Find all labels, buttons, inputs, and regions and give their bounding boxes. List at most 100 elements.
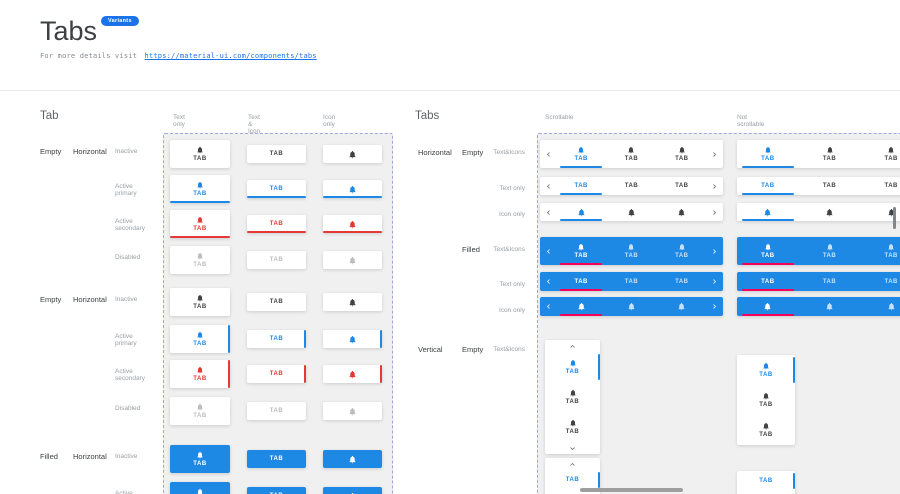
- bell-icon: [627, 243, 635, 251]
- tab-item[interactable]: [799, 203, 861, 221]
- tab-component[interactable]: TAB: [170, 246, 230, 274]
- tab-item[interactable]: TAB: [799, 140, 861, 168]
- tab-component[interactable]: TAB: [170, 360, 230, 388]
- chevron-up-icon[interactable]: [565, 460, 581, 469]
- tab-component[interactable]: TAB: [247, 365, 306, 383]
- scroll-right-button[interactable]: [707, 203, 723, 221]
- scroll-left-button[interactable]: [540, 237, 556, 265]
- scroll-left-button[interactable]: [540, 203, 556, 221]
- tab-item[interactable]: [799, 297, 861, 316]
- scroll-right-button[interactable]: [707, 177, 723, 195]
- tab-item[interactable]: TAB: [737, 237, 799, 265]
- scroll-up-button[interactable]: [545, 458, 600, 470]
- tab-component[interactable]: TAB: [170, 325, 230, 353]
- tab-item[interactable]: TAB: [556, 140, 606, 168]
- chevron-down-icon[interactable]: [565, 444, 581, 453]
- tab-component[interactable]: TAB: [247, 450, 306, 468]
- scroll-left-button[interactable]: [540, 177, 556, 195]
- tab-item[interactable]: TAB: [860, 140, 900, 168]
- tab-component[interactable]: TAB: [247, 180, 306, 198]
- tab-item[interactable]: TAB: [657, 177, 707, 195]
- tab-item[interactable]: TAB: [737, 355, 795, 385]
- tab-item[interactable]: TAB: [737, 385, 795, 415]
- tab-component[interactable]: [323, 402, 382, 420]
- chevron-up-icon[interactable]: [565, 342, 581, 351]
- tab-item[interactable]: [606, 297, 656, 316]
- docs-link[interactable]: https://material-ui.com/components/tabs: [144, 52, 317, 60]
- tab-component[interactable]: [323, 251, 382, 269]
- tab-item[interactable]: [657, 203, 707, 221]
- tab-item[interactable]: TAB: [799, 272, 861, 291]
- tab-label: TAB: [822, 278, 837, 285]
- scroll-down-button[interactable]: [545, 442, 600, 454]
- tab-component[interactable]: [323, 450, 382, 468]
- scroll-left-button[interactable]: [540, 272, 556, 291]
- tab-item[interactable]: TAB: [799, 237, 861, 265]
- tab-item[interactable]: TAB: [545, 470, 600, 490]
- tab-component[interactable]: TAB: [170, 210, 230, 238]
- tab-item[interactable]: [657, 297, 707, 316]
- tab-component[interactable]: TAB: [170, 397, 230, 425]
- tab-item[interactable]: TAB: [737, 272, 799, 291]
- scroll-right-button[interactable]: [707, 297, 723, 316]
- bell-icon: [627, 302, 636, 311]
- tab-item[interactable]: TAB: [545, 352, 600, 382]
- tab-component[interactable]: [323, 215, 382, 233]
- tab-item[interactable]: TAB: [799, 177, 861, 195]
- tab-component[interactable]: TAB: [247, 330, 306, 348]
- vertical-scrollbar[interactable]: [893, 207, 896, 229]
- scroll-right-button[interactable]: [707, 237, 723, 265]
- tab-item[interactable]: TAB: [606, 237, 656, 265]
- tab-item[interactable]: TAB: [545, 382, 600, 412]
- tab-component[interactable]: TAB: [170, 288, 230, 316]
- tab-item[interactable]: TAB: [737, 177, 799, 195]
- tab-item[interactable]: TAB: [606, 140, 656, 168]
- tab-item[interactable]: TAB: [737, 140, 799, 168]
- tab-component[interactable]: [323, 180, 382, 198]
- tab-item[interactable]: TAB: [737, 471, 795, 491]
- tab-component[interactable]: [323, 487, 382, 494]
- scroll-right-button[interactable]: [707, 272, 723, 291]
- tab-component[interactable]: TAB: [247, 251, 306, 269]
- tab-item[interactable]: TAB: [556, 177, 606, 195]
- tab-item[interactable]: TAB: [860, 272, 900, 291]
- tab-item[interactable]: [556, 203, 606, 221]
- tab-item[interactable]: [737, 297, 799, 316]
- tab-item[interactable]: TAB: [657, 237, 707, 265]
- tab-item[interactable]: TAB: [545, 412, 600, 442]
- tab-item[interactable]: [860, 203, 900, 221]
- bell-icon: [196, 252, 204, 260]
- scroll-right-button[interactable]: [707, 140, 723, 168]
- tab-component[interactable]: TAB: [247, 487, 306, 494]
- tab-item[interactable]: TAB: [606, 177, 656, 195]
- tab-component[interactable]: [323, 293, 382, 311]
- horizontal-scrollbar[interactable]: [580, 488, 683, 492]
- tab-item[interactable]: [556, 297, 606, 316]
- tab-component[interactable]: TAB: [247, 402, 306, 420]
- tab-component[interactable]: [323, 365, 382, 383]
- tab-item[interactable]: [606, 203, 656, 221]
- tab-item[interactable]: TAB: [556, 272, 606, 291]
- tab-component[interactable]: TAB: [247, 293, 306, 311]
- tab-item[interactable]: TAB: [657, 272, 707, 291]
- tab-item[interactable]: TAB: [657, 140, 707, 168]
- tab-item[interactable]: TAB: [556, 237, 606, 265]
- scroll-up-button[interactable]: [545, 340, 600, 352]
- tab-component[interactable]: [323, 330, 382, 348]
- tab-component[interactable]: TAB: [247, 215, 306, 233]
- tab-item[interactable]: [860, 297, 900, 316]
- scroll-left-button[interactable]: [540, 140, 556, 168]
- tab-component[interactable]: [323, 145, 382, 163]
- tab-component[interactable]: TAB: [170, 445, 230, 473]
- tab-component[interactable]: TAB: [247, 145, 306, 163]
- active-tab-indicator: [560, 263, 603, 265]
- tab-component[interactable]: TAB: [170, 175, 230, 203]
- tab-item[interactable]: [737, 203, 799, 221]
- tab-component[interactable]: TAB: [170, 140, 230, 168]
- tab-item[interactable]: TAB: [737, 415, 795, 445]
- tab-component[interactable]: TAB: [170, 482, 230, 494]
- tab-item[interactable]: TAB: [860, 177, 900, 195]
- tab-item[interactable]: TAB: [606, 272, 656, 291]
- scroll-left-button[interactable]: [540, 297, 556, 316]
- tab-item[interactable]: TAB: [860, 237, 900, 265]
